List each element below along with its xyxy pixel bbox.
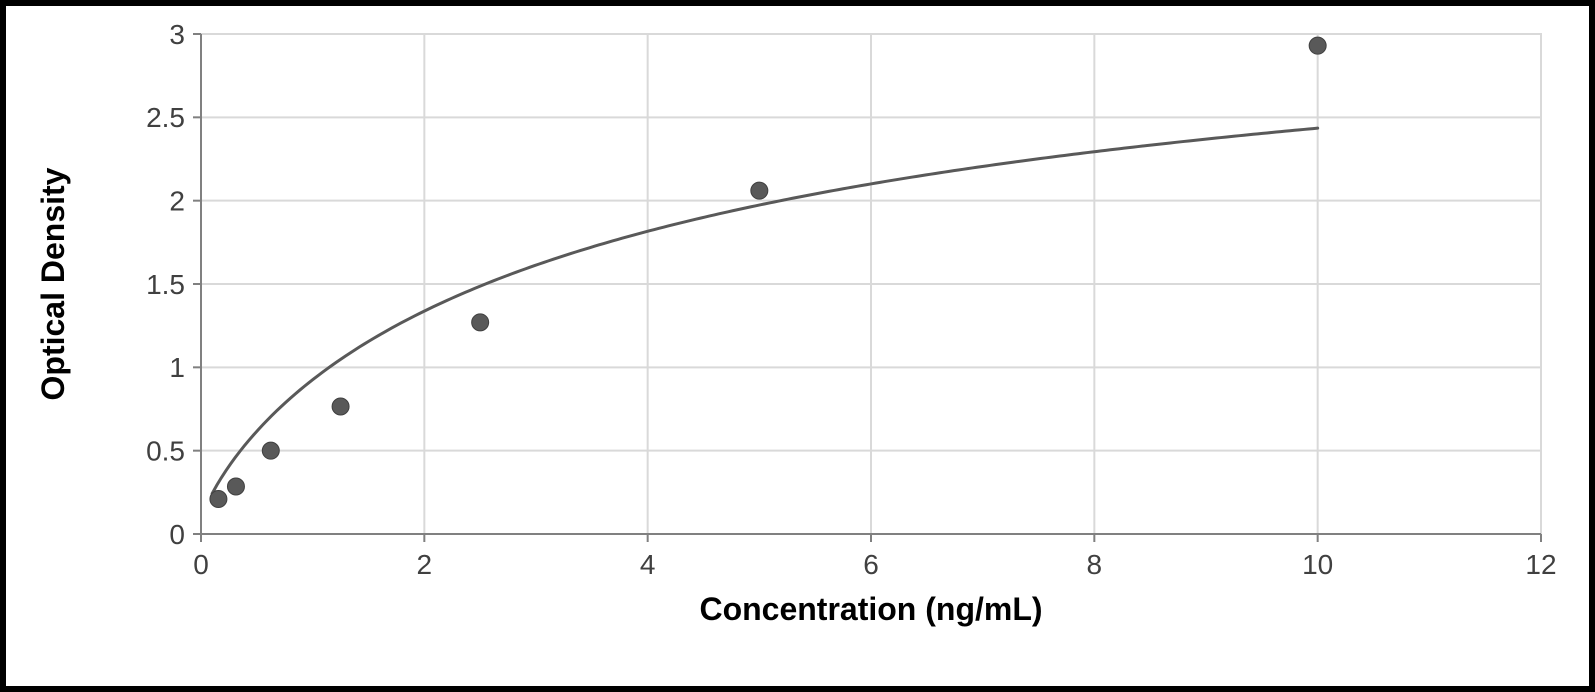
data-point xyxy=(751,182,768,199)
y-tick-label: 2.5 xyxy=(146,102,185,133)
x-tick-label: 12 xyxy=(1525,549,1556,580)
x-tick-label: 2 xyxy=(417,549,433,580)
y-tick-label: 1.5 xyxy=(146,269,185,300)
chart-svg: 0 2 4 6 8 10 12 0 0.5 1 1.5 2 2.5 3 Concentration (ng… xyxy=(6,6,1589,686)
y-tick-label: 0 xyxy=(169,519,185,550)
x-tick-label: 4 xyxy=(640,549,656,580)
data-point xyxy=(332,398,349,415)
x-tick-label: 0 xyxy=(193,549,209,580)
data-point xyxy=(227,478,244,495)
chart-frame: 0 2 4 6 8 10 12 0 0.5 1 1.5 2 2.5 3 Concentration (ng… xyxy=(0,0,1595,692)
chart-svg-container: 0 2 4 6 8 10 12 0 0.5 1 1.5 2 2.5 3 Concentration (ng… xyxy=(6,6,1589,686)
x-tick-label: 8 xyxy=(1087,549,1103,580)
y-tick-label: 1 xyxy=(169,352,185,383)
x-tick-label: 10 xyxy=(1302,549,1333,580)
y-tick-label: 0.5 xyxy=(146,435,185,466)
x-tick-label: 6 xyxy=(863,549,879,580)
y-axis-title: Optical Density xyxy=(35,167,71,400)
y-tick-label: 3 xyxy=(169,19,185,50)
data-point xyxy=(210,491,227,508)
y-tick-label: 2 xyxy=(169,185,185,216)
data-point xyxy=(472,314,489,331)
data-point xyxy=(262,442,279,459)
x-axis-title: Concentration (ng/mL) xyxy=(699,591,1042,627)
data-point xyxy=(1309,37,1326,54)
